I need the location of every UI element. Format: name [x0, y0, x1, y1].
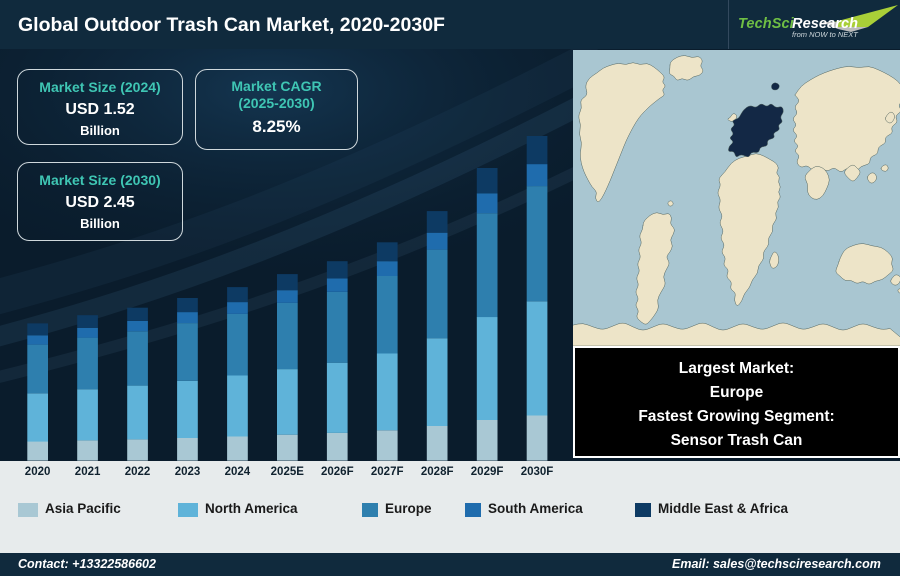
svg-text:TechSci: TechSci	[738, 16, 795, 32]
svg-text:2029F: 2029F	[471, 466, 504, 478]
svg-text:2023: 2023	[175, 466, 201, 478]
svg-text:2026F: 2026F	[321, 466, 354, 478]
svg-text:2025E: 2025E	[271, 466, 305, 478]
svg-text:2028F: 2028F	[421, 466, 454, 478]
svg-text:2024: 2024	[225, 466, 251, 478]
svg-text:2020: 2020	[25, 466, 51, 478]
svg-text:from NOW to NEXT: from NOW to NEXT	[792, 30, 859, 39]
svg-text:2030F: 2030F	[521, 466, 554, 478]
svg-text:2027F: 2027F	[371, 466, 404, 478]
svg-text:2022: 2022	[125, 466, 151, 478]
svg-text:2021: 2021	[75, 466, 101, 478]
